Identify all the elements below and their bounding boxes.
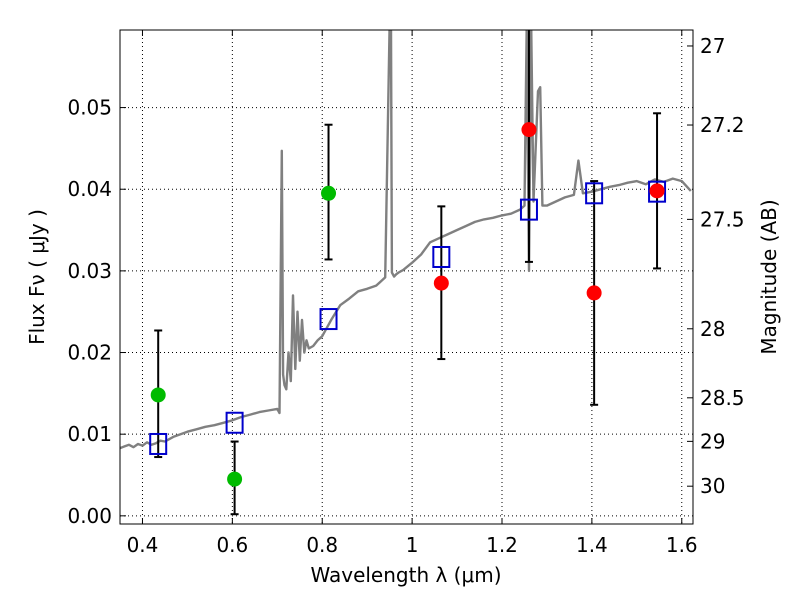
y-axis-label: Flux Fν ( μJy ) bbox=[25, 209, 49, 345]
y-tick-label: 0.00 bbox=[67, 504, 112, 528]
model-spectrum-line bbox=[120, 30, 692, 450]
y2-axis-label: Magnitude (AB) bbox=[757, 199, 781, 354]
x-axis-label: Wavelength λ (μm) bbox=[310, 563, 501, 587]
red-point-marker bbox=[586, 285, 602, 301]
mag-tick-label: 27.2 bbox=[700, 113, 745, 137]
mag-tick-label: 28.5 bbox=[700, 386, 745, 410]
model-square-marker bbox=[225, 411, 244, 434]
green-point-marker bbox=[227, 471, 243, 487]
model-square-marker bbox=[149, 432, 168, 455]
red-point-marker bbox=[521, 122, 537, 138]
x-tick-label: 1 bbox=[406, 533, 419, 557]
y-tick-label: 0.05 bbox=[67, 96, 112, 120]
x-tick-label: 0.4 bbox=[127, 533, 159, 557]
mag-tick-label: 29 bbox=[700, 429, 725, 453]
red-point-marker bbox=[649, 183, 665, 199]
mag-tick-label: 27.5 bbox=[700, 207, 745, 231]
y-tick-label: 0.02 bbox=[67, 341, 112, 365]
y-tick-label: 0.04 bbox=[67, 177, 112, 201]
red-point-marker bbox=[433, 275, 449, 291]
y-tick-label: 0.01 bbox=[67, 422, 112, 446]
model-square-marker bbox=[432, 245, 451, 268]
x-tick-label: 0.6 bbox=[216, 533, 248, 557]
x-tick-label: 1.6 bbox=[666, 533, 698, 557]
plot-frame bbox=[119, 29, 694, 525]
green-point-marker bbox=[150, 387, 166, 403]
axis-ticks: 0.4 0.6 0.8 1 1.2 1.4 1.6 0.00 0.01 0.02 0.03 0.04 0… bbox=[67, 30, 745, 557]
x-tick-label: 0.8 bbox=[306, 533, 338, 557]
model-square-marker bbox=[319, 308, 338, 331]
mag-tick-label: 30 bbox=[700, 474, 725, 498]
x-tick-label: 1.4 bbox=[576, 533, 608, 557]
mag-tick-label: 28 bbox=[700, 317, 725, 341]
green-point-marker bbox=[321, 185, 337, 201]
model-square-marker bbox=[519, 198, 538, 221]
plot-area bbox=[120, 30, 692, 516]
y-tick-label: 0.03 bbox=[67, 259, 112, 283]
model-square-marker bbox=[585, 182, 604, 205]
model-square-marker bbox=[648, 180, 667, 203]
mag-tick-label: 27 bbox=[700, 34, 725, 58]
x-tick-label: 1.2 bbox=[486, 533, 518, 557]
